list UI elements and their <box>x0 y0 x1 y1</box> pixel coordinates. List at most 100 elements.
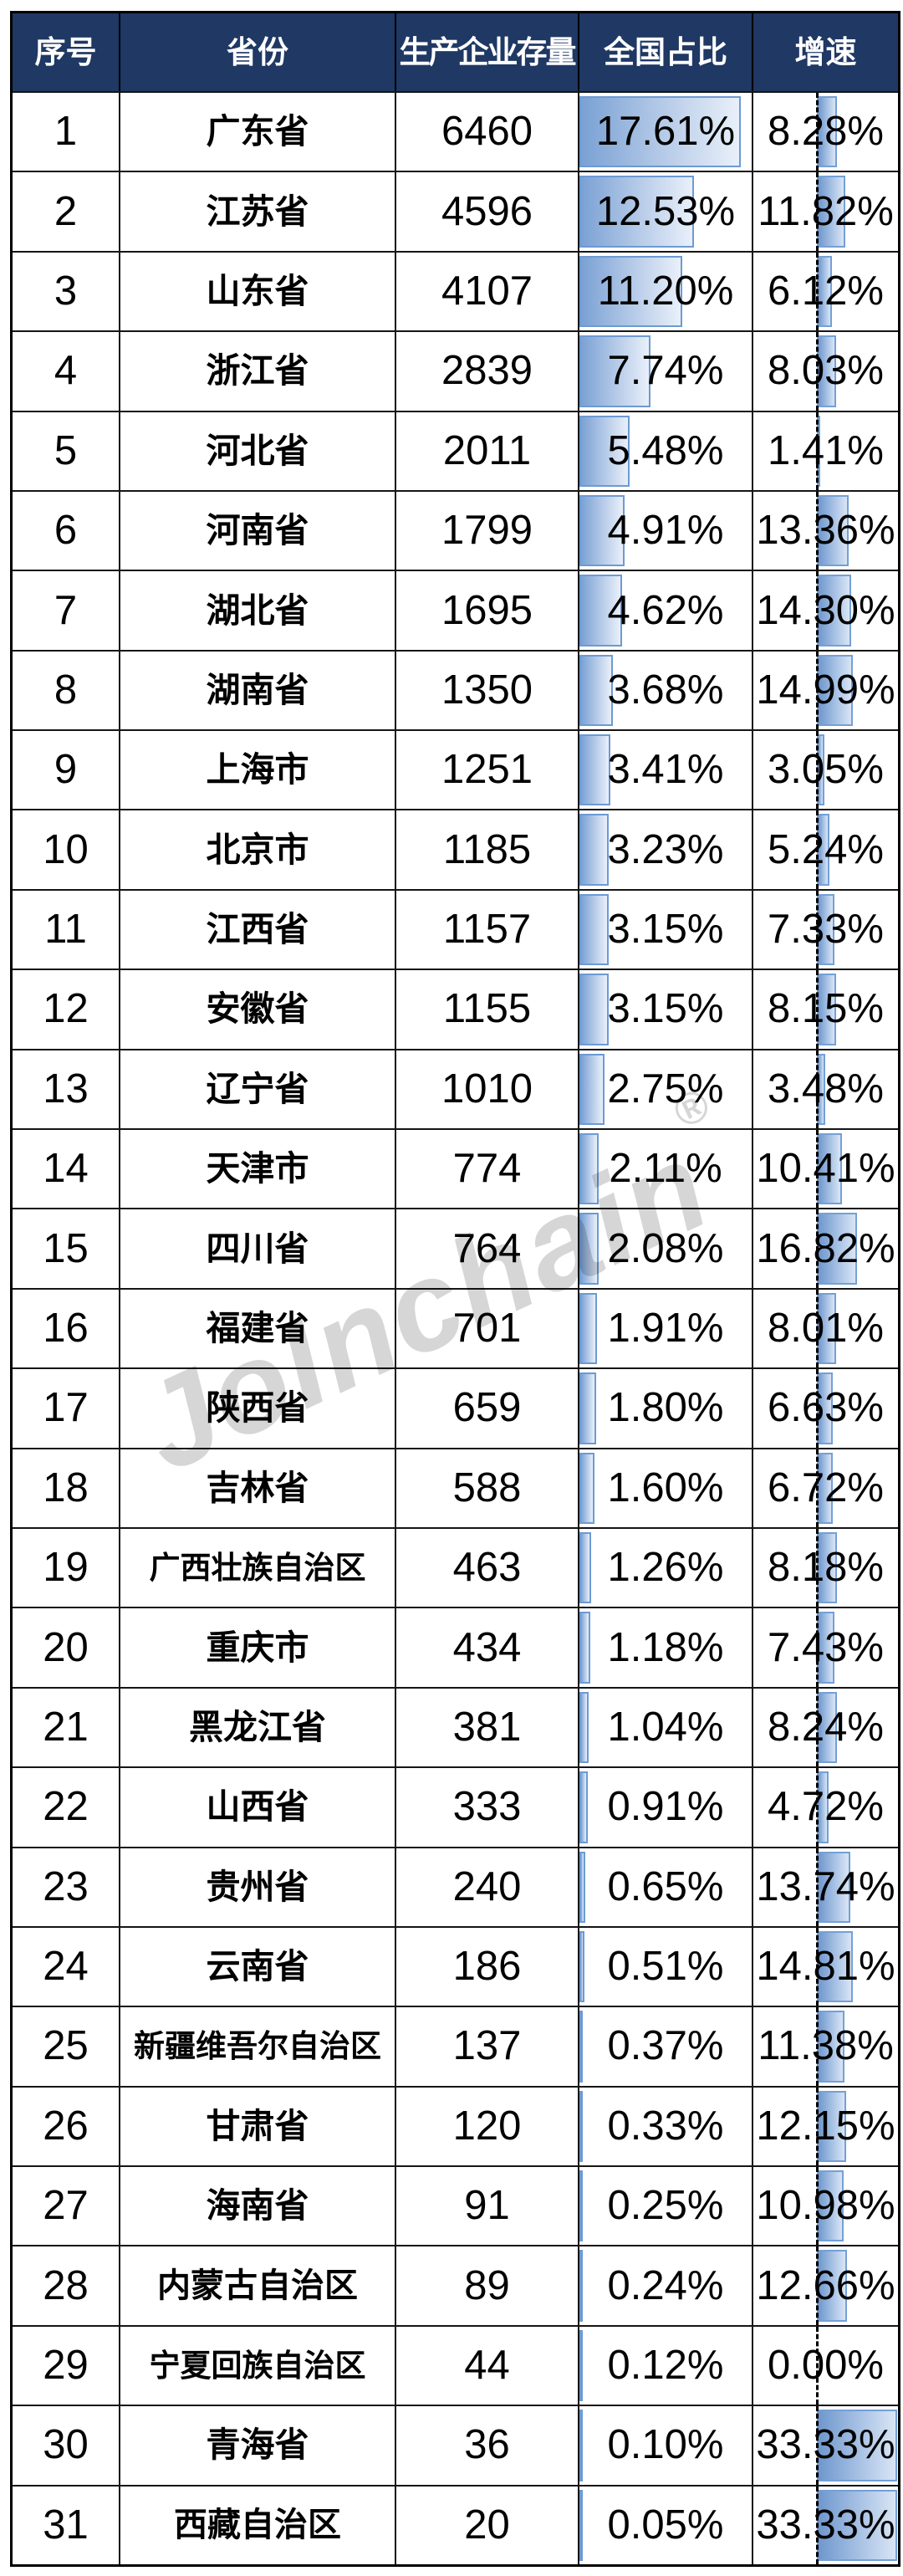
stock-cell: 186 <box>396 1925 579 2006</box>
growth-value: 8.03% <box>768 348 884 394</box>
serial-cell: 25 <box>13 2006 120 2086</box>
serial-cell: 11 <box>13 888 120 969</box>
share-value: 0.91% <box>607 1784 724 1830</box>
province-cell: 安徽省 <box>120 969 396 1049</box>
stock-cell: 463 <box>396 1526 579 1607</box>
stock-cell: 44 <box>396 2324 579 2405</box>
serial-number: 13 <box>43 1066 89 1112</box>
serial-cell: 12 <box>13 969 120 1049</box>
share-value: 1.18% <box>607 1624 724 1670</box>
province-cell: 广西壮族自治区 <box>120 1526 396 1607</box>
stock-value: 463 <box>452 1545 522 1591</box>
growth-databar <box>816 2489 897 2561</box>
serial-cell: 2 <box>13 171 120 251</box>
share-cell: 12.53% <box>579 171 753 251</box>
share-cell: 3.15% <box>579 969 753 1049</box>
growth-axis-line <box>815 731 819 810</box>
province-name: 山西省 <box>206 1787 309 1827</box>
province-name: 海南省 <box>206 2186 309 2226</box>
share-cell: 3.23% <box>579 809 753 889</box>
share-value: 1.04% <box>607 1704 724 1750</box>
share-value: 17.61% <box>595 109 736 155</box>
stock-value: 44 <box>464 2343 510 2389</box>
serial-cell: 26 <box>13 2085 120 2166</box>
stock-value: 36 <box>464 2422 510 2468</box>
stock-value: 1695 <box>441 587 533 633</box>
header-cell-growth: 增速 <box>753 13 898 91</box>
province-cell: 江西省 <box>120 888 396 969</box>
stock-value: 2011 <box>442 427 532 473</box>
stock-value: 4107 <box>441 268 533 314</box>
share-value: 0.65% <box>607 1863 724 1909</box>
share-cell: 0.24% <box>579 2245 753 2325</box>
stock-cell: 91 <box>396 2165 579 2246</box>
share-databar <box>579 255 682 328</box>
stock-cell: 1010 <box>396 1048 579 1129</box>
stock-value: 1350 <box>441 667 533 713</box>
growth-axis-line <box>815 1848 819 1926</box>
province-name: 河北省 <box>206 431 309 470</box>
serial-number: 31 <box>43 2502 89 2548</box>
province-name: 贵州省 <box>206 1867 309 1906</box>
growth-axis-line <box>815 411 819 490</box>
growth-axis-line <box>815 2406 819 2485</box>
share-databar <box>579 2170 583 2242</box>
share-cell: 1.04% <box>579 1686 753 1767</box>
serial-number: 22 <box>43 1784 89 1830</box>
province-name: 上海市 <box>206 750 309 790</box>
growth-value: 0.00% <box>768 2343 884 2389</box>
province-cell: 湖南省 <box>120 649 396 730</box>
province-name: 青海省 <box>206 2425 309 2465</box>
growth-value: 33.33% <box>756 2422 895 2468</box>
share-cell: 2.08% <box>579 1208 753 1288</box>
share-cell: 3.15% <box>579 888 753 969</box>
stock-value: 1157 <box>442 907 532 953</box>
share-cell: 3.68% <box>579 649 753 730</box>
share-value: 1.80% <box>607 1385 724 1431</box>
stock-value: 137 <box>452 2023 522 2069</box>
stock-cell: 1155 <box>396 969 579 1049</box>
province-cell: 辽宁省 <box>120 1048 396 1129</box>
growth-cell: 6.12% <box>753 250 898 331</box>
share-databar <box>579 1292 597 1365</box>
serial-number: 1 <box>54 109 78 155</box>
growth-cell: 3.48% <box>753 1048 898 1129</box>
growth-value: 11.38% <box>758 2023 894 2069</box>
share-value: 0.25% <box>607 2183 724 2229</box>
province-cell: 内蒙古自治区 <box>120 2245 396 2325</box>
growth-cell: 14.99% <box>753 649 898 730</box>
province-name: 浙江省 <box>206 351 309 391</box>
growth-axis-line <box>815 1449 819 1527</box>
share-cell: 7.74% <box>579 330 753 411</box>
growth-cell: 14.30% <box>753 570 898 650</box>
serial-cell: 29 <box>13 2324 120 2405</box>
stock-value: 333 <box>452 1784 522 1830</box>
serial-number: 10 <box>43 826 89 872</box>
growth-cell: 11.38% <box>753 2006 898 2086</box>
stock-value: 89 <box>464 2262 510 2308</box>
province-cell: 海南省 <box>120 2165 396 2246</box>
stock-cell: 764 <box>396 1208 579 1288</box>
stock-value: 2839 <box>441 348 533 394</box>
stock-cell: 774 <box>396 1128 579 1209</box>
share-value: 3.15% <box>607 907 724 953</box>
growth-axis-line <box>815 2326 819 2405</box>
growth-value: 14.30% <box>756 587 895 633</box>
province-cell: 广东省 <box>120 91 396 171</box>
province-cell: 贵州省 <box>120 1846 396 1926</box>
share-value: 0.10% <box>607 2422 724 2468</box>
growth-axis-line <box>815 2167 819 2246</box>
growth-axis-line <box>815 2246 819 2325</box>
growth-axis-line <box>815 651 819 730</box>
serial-number: 11 <box>44 907 87 953</box>
header-cell-serial: 序号 <box>13 13 120 91</box>
growth-cell: 6.72% <box>753 1447 898 1527</box>
serial-cell: 15 <box>13 1208 120 1288</box>
serial-cell: 1 <box>13 91 120 171</box>
growth-value: 8.01% <box>768 1305 884 1351</box>
share-cell: 1.80% <box>579 1367 753 1448</box>
share-databar <box>579 2329 583 2402</box>
growth-cell: 13.74% <box>753 1846 898 1926</box>
share-value: 3.15% <box>607 986 724 1032</box>
serial-cell: 30 <box>13 2405 120 2485</box>
